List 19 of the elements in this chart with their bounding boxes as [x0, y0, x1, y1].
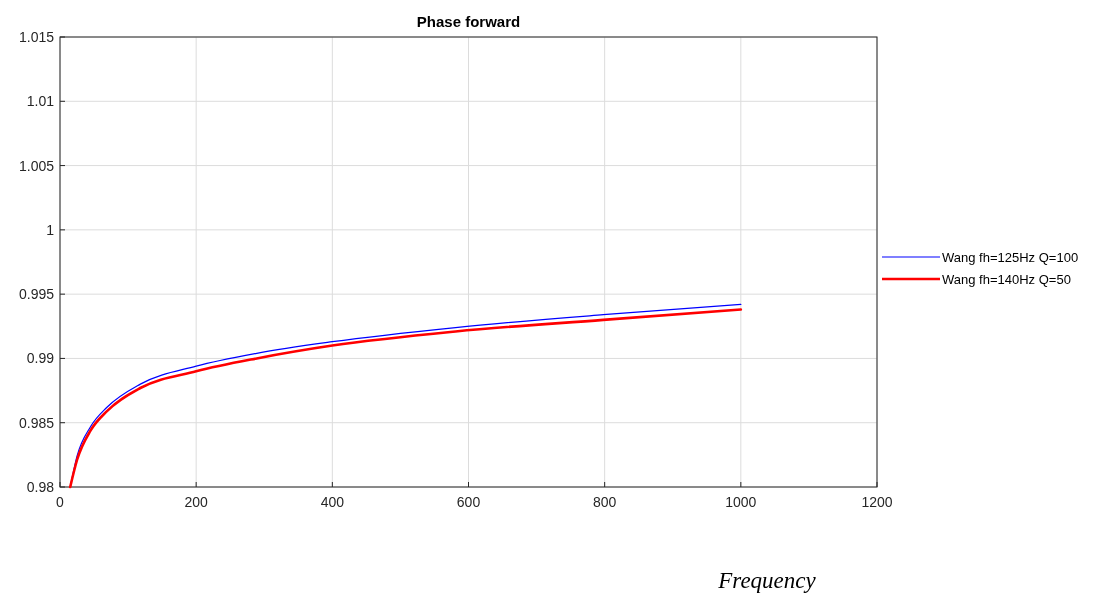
x-tick-label: 1000 — [725, 494, 757, 510]
x-tick-label: 600 — [456, 494, 481, 510]
x-tick-label: 0 — [56, 494, 65, 510]
y-tick-label: 0.98 — [26, 479, 55, 495]
legend-label: Wang fh=140Hz Q=50 — [942, 272, 1071, 287]
y-tick-label: 0.995 — [18, 286, 55, 303]
x-tick-label: 200 — [184, 494, 209, 510]
x-tick-label: 800 — [592, 494, 617, 510]
x-axis-title: Frequency — [717, 568, 817, 593]
chart-title: Phase forward — [416, 13, 521, 30]
y-tick-label: 1.01 — [26, 93, 55, 110]
y-tick-label: 0.985 — [18, 414, 55, 431]
x-tick-label: 1200 — [861, 494, 893, 510]
y-tick-label: 1.015 — [18, 29, 55, 45]
legend-label: Wang fh=125Hz Q=100 — [942, 250, 1079, 265]
y-tick-label: 0.99 — [26, 350, 55, 367]
y-tick-label: 1 — [46, 221, 55, 238]
y-tick-label: 1.005 — [18, 157, 55, 174]
x-tick-label: 400 — [320, 494, 345, 510]
